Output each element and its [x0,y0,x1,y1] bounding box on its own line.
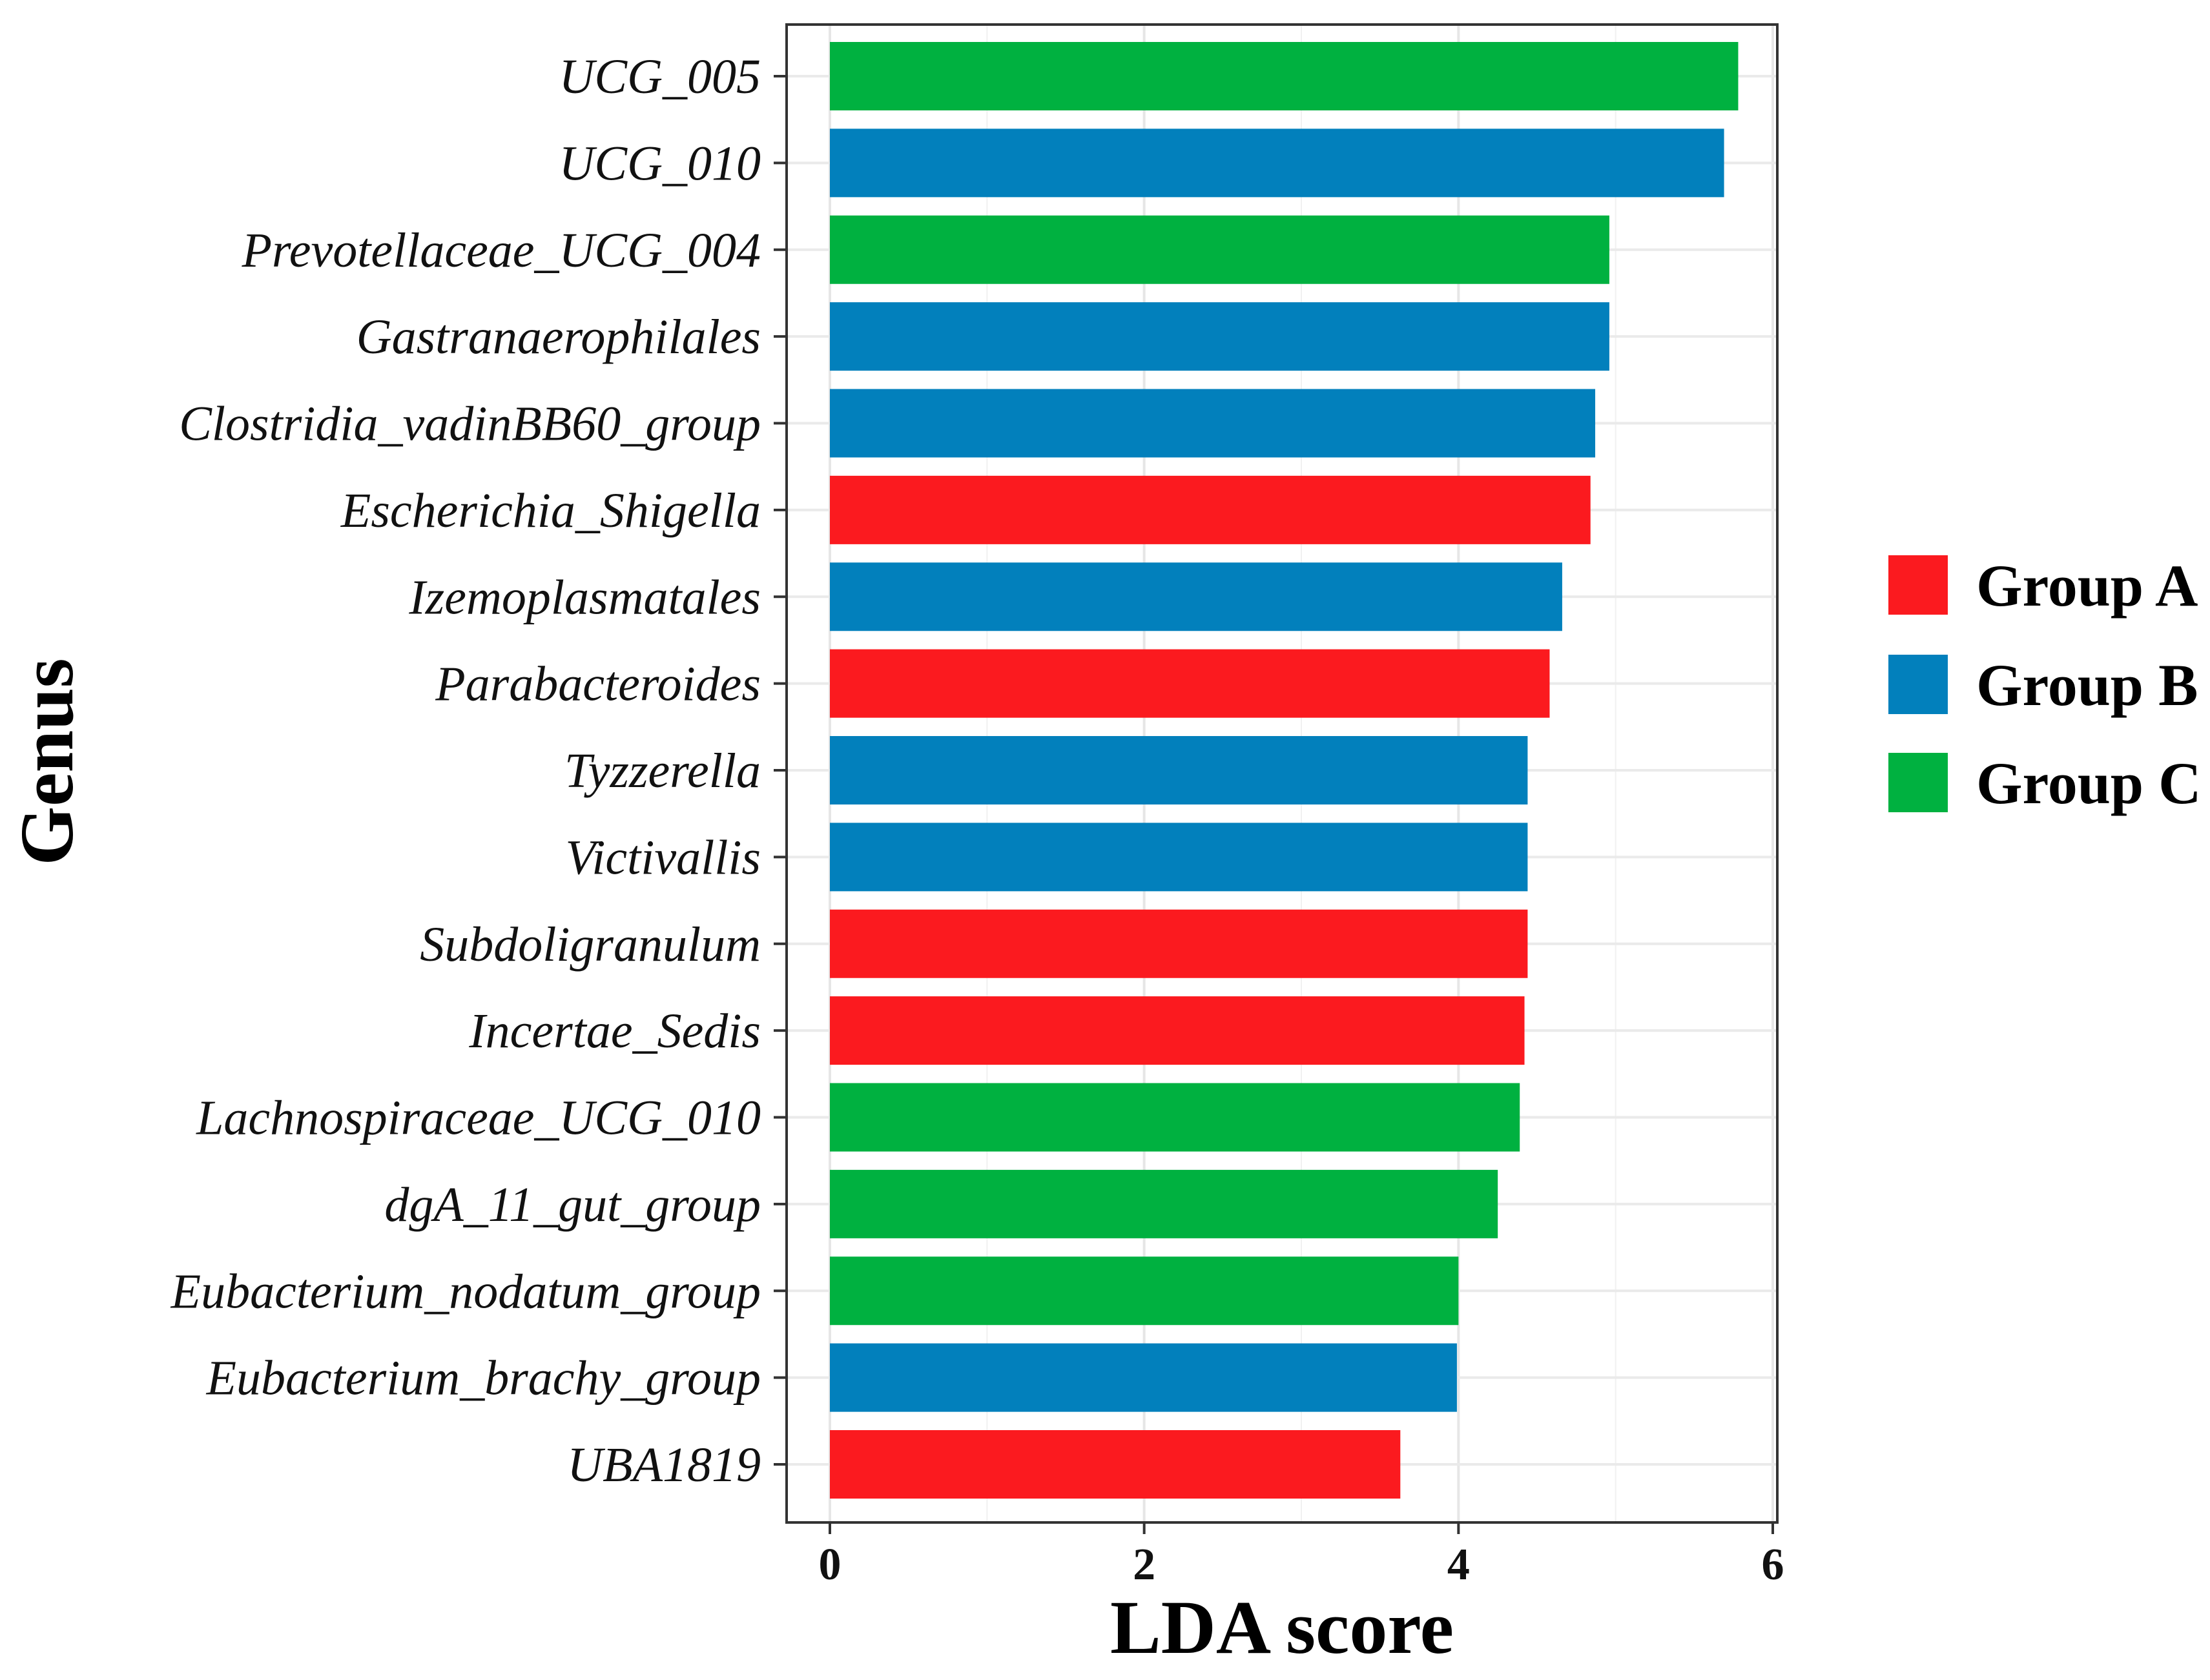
bar-ucg-010 [830,128,1724,198]
y-tick-label: Eubacterium_nodatum_group [170,1264,761,1318]
bar-uba1819 [830,1430,1401,1499]
x-axis-title: LDA score [1110,1585,1454,1670]
x-tick-label: 6 [1762,1540,1784,1590]
legend-label: Group A [1976,553,2198,619]
bar-subdoligranulum [830,909,1528,978]
bar-incertae-sedis [830,996,1525,1065]
bar-parabacteroides [830,649,1550,718]
y-tick-label: Clostridia_vadinBB60_group [179,397,761,451]
bar-eubacterium-nodatum-group [830,1256,1459,1326]
y-tick-label: Parabacteroides [435,657,761,712]
bar-victivallis [830,823,1528,892]
bar-clostridia-vadinbb60-group [830,389,1596,458]
bar-dga-11-gut-group [830,1169,1498,1238]
bar-prevotellaceae-ucg-004 [830,215,1609,284]
y-tick-label: UCG_010 [559,136,761,190]
y-tick-label: Victivallis [565,830,761,885]
bar-escherichia-shigella [830,475,1591,544]
y-axis-title: Genus [5,658,89,865]
y-tick-label: Subdoligranulum [420,917,761,972]
bar-tyzzerella [830,736,1528,804]
y-tick-label: Lachnospiraceae_UCG_010 [196,1091,761,1145]
y-tick-label: UCG_005 [559,50,761,104]
y-tick-label: dgA_11_gut_group [384,1178,761,1232]
y-tick-label: Escherichia_Shigella [340,484,761,538]
y-tick-label: Incertae_Sedis [468,1004,761,1058]
legend-label: Group B [1976,652,2198,718]
x-tick-label: 0 [819,1540,842,1590]
legend: Group A Group B Group C [1888,553,2202,816]
bar-lachnospiraceae-ucg-010 [830,1083,1520,1152]
bar-gastranaerophilales [830,302,1609,371]
legend-label: Group C [1976,750,2202,816]
legend-swatch [1888,753,1948,812]
legend-swatch [1888,555,1948,615]
y-tick-label: Izemoplasmatales [408,570,761,624]
y-axis-ticks: UCG_005 UCG_010 Prevotellaceae_UCG_004 Gast… [170,50,787,1492]
bar-eubacterium-brachy-group [830,1343,1457,1412]
bar-izemoplasmatales [830,562,1562,631]
y-tick-label: Tyzzerella [564,744,761,798]
y-tick-label: Prevotellaceae_UCG_004 [242,223,761,278]
legend-swatch [1888,655,1948,714]
y-tick-label: Eubacterium_brachy_group [206,1351,761,1406]
y-tick-label: Gastranaerophilales [356,310,761,364]
y-tick-label: UBA1819 [567,1438,761,1492]
x-axis-ticks: 0 2 4 6 [819,1522,1784,1590]
x-tick-label: 2 [1133,1540,1155,1590]
bar-ucg-005 [830,42,1739,110]
bars [830,42,1739,1499]
x-tick-label: 4 [1447,1540,1470,1590]
plot-panel-border [785,23,1779,1524]
